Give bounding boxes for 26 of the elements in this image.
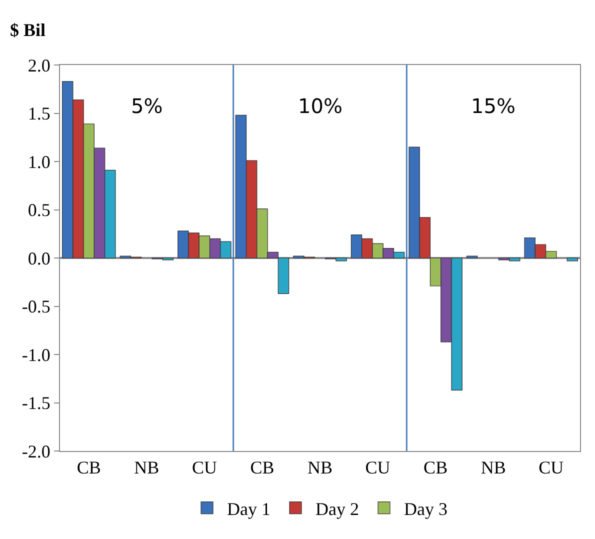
x-tick-label: CU (192, 458, 217, 478)
x-tick-label: CU (538, 458, 564, 478)
y-tick-label: 0.5 (28, 200, 50, 220)
y-tick-label: -0.5 (22, 296, 50, 317)
y-tick-label: -1.0 (22, 344, 50, 365)
annotation: 5% (131, 94, 163, 118)
annotation: 15% (471, 94, 516, 118)
x-tick-label: CB (76, 458, 101, 478)
y-tick-label: 2.0 (28, 55, 50, 76)
x-tick-label: CB (250, 458, 274, 478)
y-tick-label: -2.0 (22, 441, 50, 462)
x-tick-label: CU (365, 458, 390, 478)
y-tick-label: 0.0 (28, 248, 50, 268)
legend-label: Day 1 (227, 498, 270, 519)
annotation: 10% (298, 94, 342, 118)
legend-label: Day 3 (404, 498, 448, 519)
x-tick-label: CB (424, 458, 448, 478)
y-tick-label: 1.5 (28, 104, 50, 124)
y-tick-label: 1.0 (28, 152, 50, 172)
legend-label: Day 2 (316, 498, 359, 519)
x-tick-label: NB (307, 458, 333, 478)
y-axis-title: $ Bil (10, 20, 46, 40)
bar (566, 258, 578, 262)
y-tick-label: -1.5 (22, 393, 50, 414)
x-tick-label: NB (134, 458, 160, 478)
x-tick-label: NB (480, 458, 506, 478)
